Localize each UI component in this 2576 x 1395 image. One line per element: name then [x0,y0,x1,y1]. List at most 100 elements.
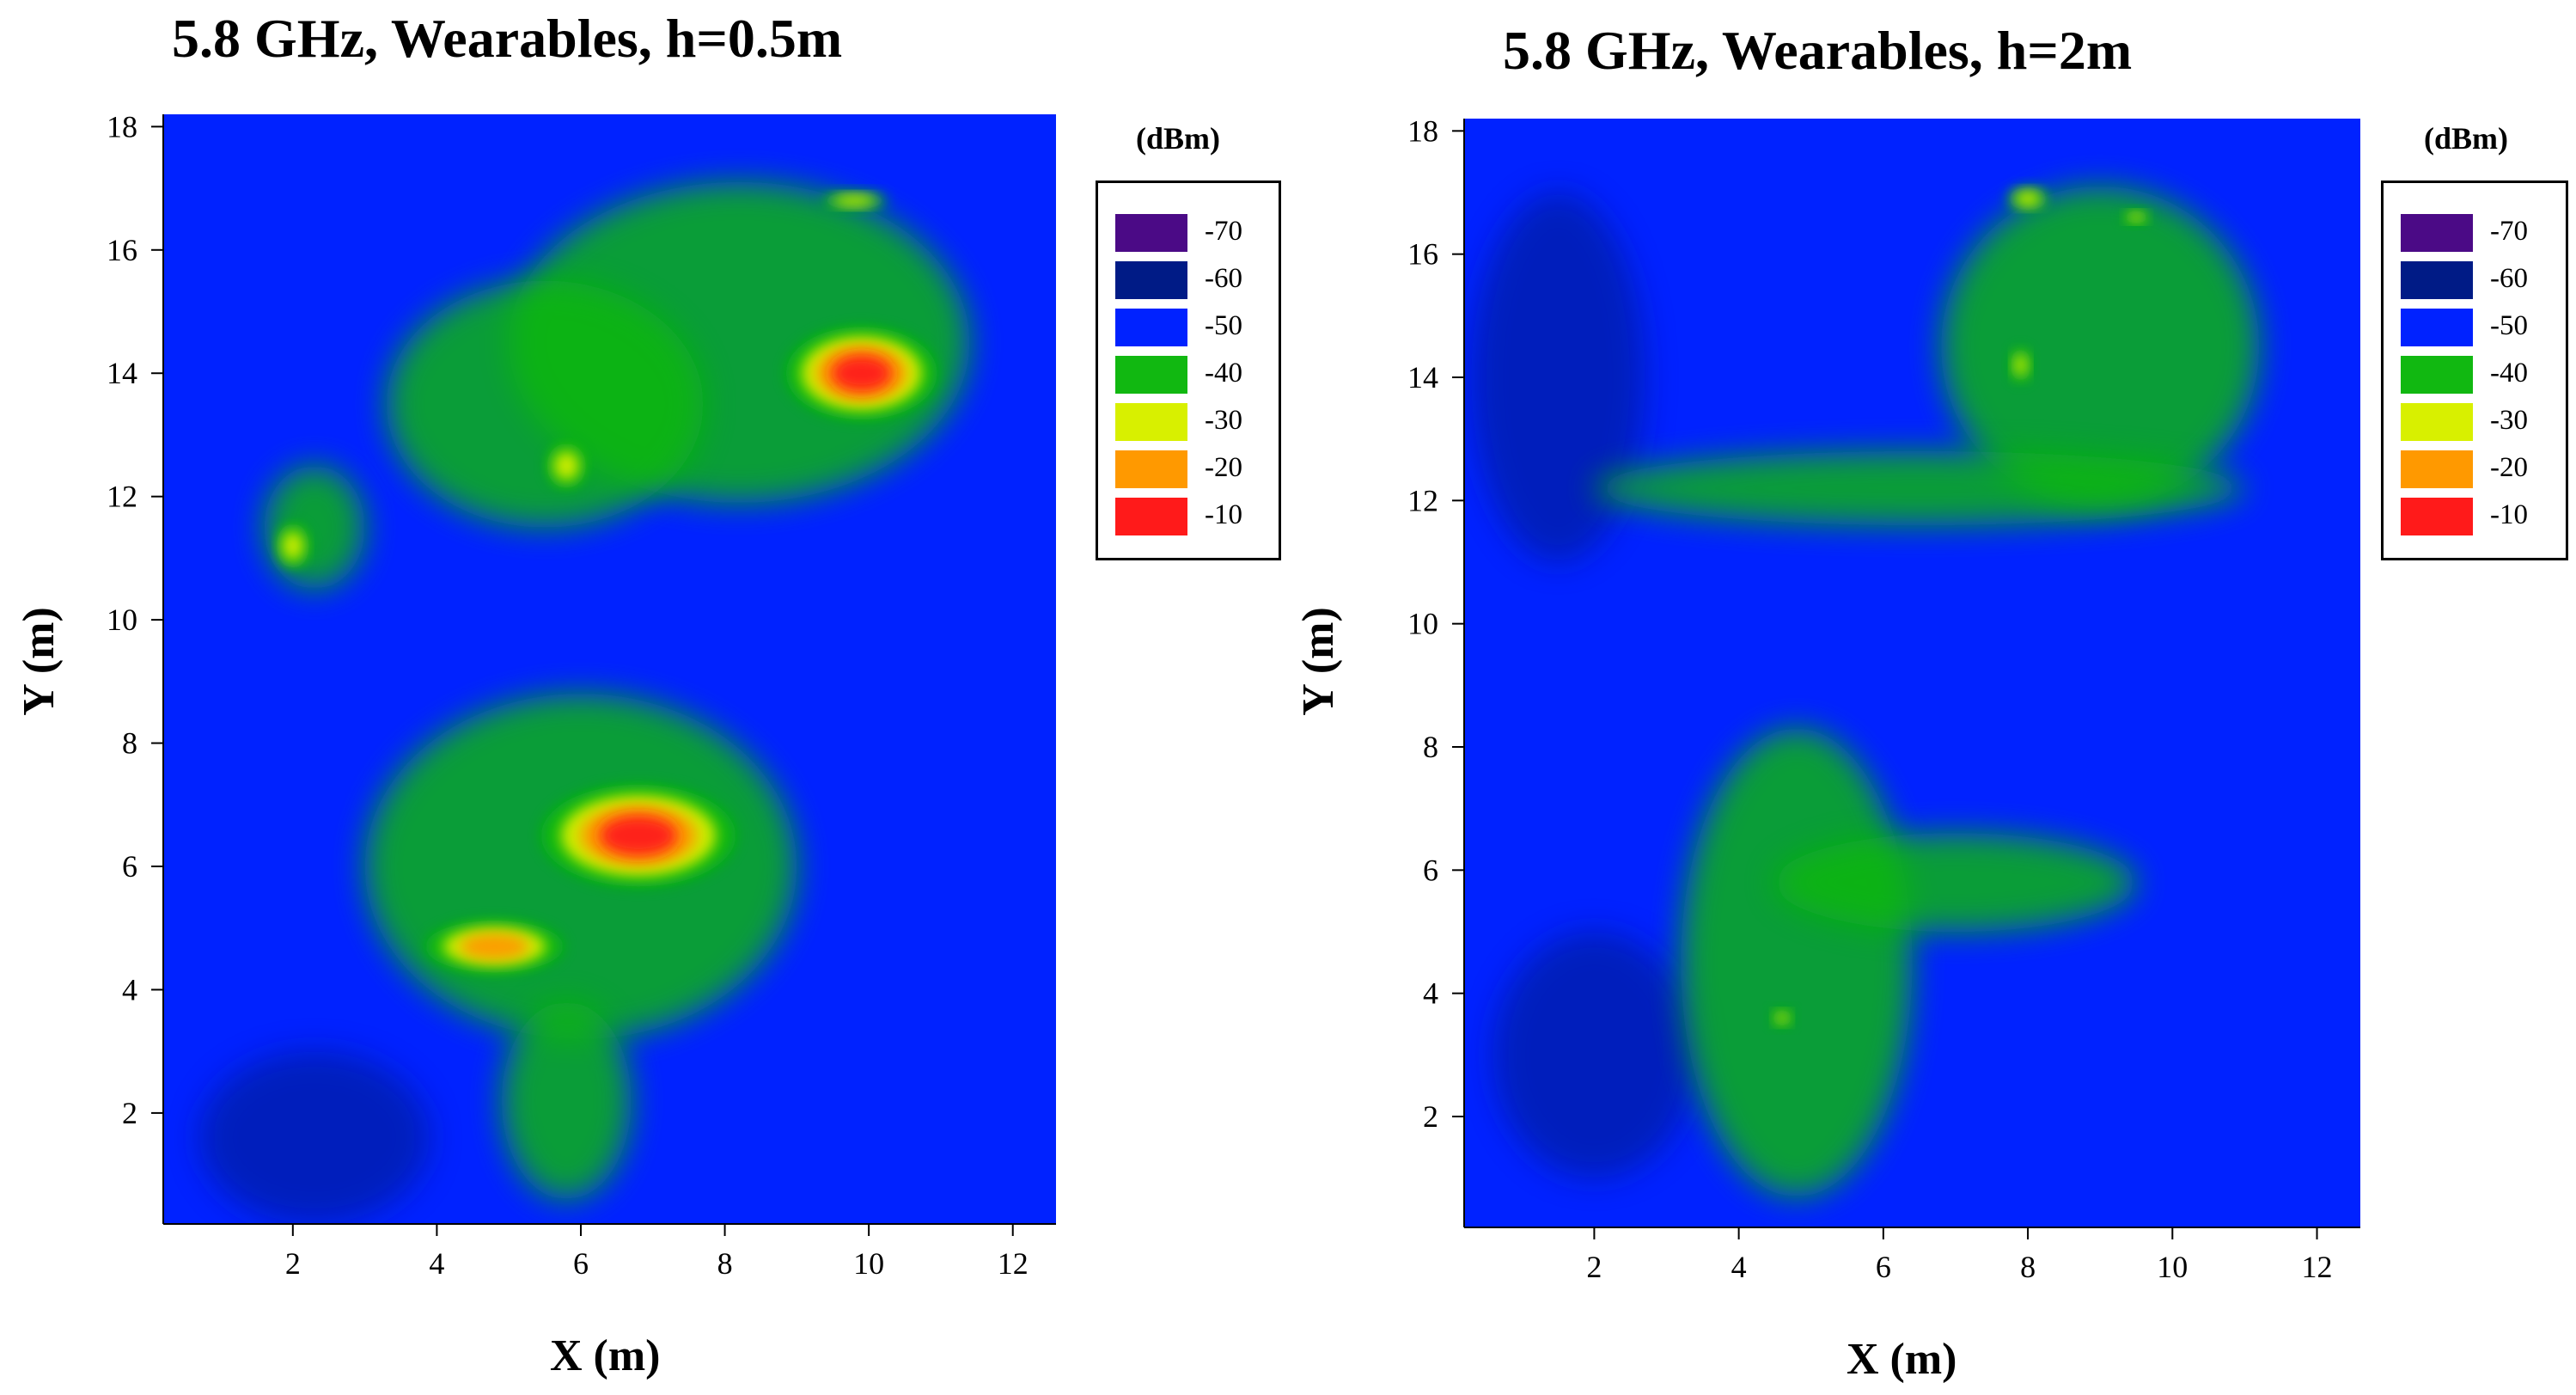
legend-label: -40 [2490,358,2528,389]
y-axis-label: Y (m) [14,607,64,716]
heatmap-plot: 2 4 6 8 10 12 2 4 6 8 10 12 14 16 18 [1407,113,2360,1284]
heatmap-hotspot [831,354,892,392]
y-tick-label: 10 [1407,607,1438,641]
legend-item: -60 [1115,261,1270,299]
y-tick-label: 18 [107,109,137,144]
chart-title: 5.8 GHz, Wearables, h=2m [1503,20,2133,81]
legend-item: -30 [1115,403,1270,441]
legend-label: -70 [1205,216,1242,247]
legend-label: -10 [1205,499,1242,530]
legend-label: -60 [2490,263,2528,294]
y-tick-label: 10 [107,603,137,637]
y-tick-label: 16 [1407,237,1438,272]
y-tick-label: 14 [107,356,137,390]
legend-item: -10 [1115,498,1270,535]
legend-swatch [2401,498,2473,535]
y-tick-label: 4 [1423,976,1438,1011]
legend-item: -50 [2401,309,2555,346]
x-tick-label: 6 [573,1246,589,1281]
x-axis-label: X (m) [1847,1335,1957,1384]
heatmap-plot: 2 4 6 8 10 12 2 4 6 8 10 12 14 16 18 [107,109,1056,1281]
legend-swatch [1115,309,1187,346]
legend-label: -40 [1205,358,1242,389]
x-tick-label: 10 [853,1246,884,1281]
y-tick-label: 8 [1423,730,1438,764]
y-tick-label: 14 [1407,360,1438,395]
x-tick-label: 2 [285,1246,301,1281]
legend-item: -10 [2401,498,2555,535]
legend: -70 -60 -50 -40 -30 -20 -10 [2381,180,2568,560]
legend-item: -70 [1115,214,1270,252]
legend-swatch [2401,214,2473,252]
heatmap-hotspot [2014,191,2042,206]
heatmap-panel-h0-5m: 5.8 GHz, Wearables, h=0.5m 2 4 6 8 10 12 2 4 6 8 1… [14,8,1281,1380]
legend-label: -30 [2490,405,2528,436]
heatmap-hotspot [553,450,580,481]
legend-item: -30 [2401,403,2555,441]
heatmap-hotspot [282,530,304,561]
y-tick-label: 18 [1407,113,1438,148]
heatmap-hotspot [2127,212,2146,222]
y-tick-label: 8 [122,726,137,761]
heatmap-green-region [1681,728,1913,1197]
heatmap-green-region [1941,186,2260,507]
heatmap-dark-region [198,1051,430,1224]
y-tick-label: 12 [1407,483,1438,517]
x-tick-label: 4 [1731,1250,1747,1284]
y-tick-label: 4 [122,972,137,1006]
x-axis-label: X (m) [550,1331,661,1380]
heatmap-panel-h2m: 5.8 GHz, Wearables, h=2m 2 4 6 8 10 12 2 4 6 8 10 1… [1288,0,2576,1395]
heatmap-green-region [1594,451,2245,525]
legend-swatch [2401,403,2473,441]
legend-swatch [1115,403,1187,441]
legend-label: -70 [2490,216,2528,247]
legend-swatch [2401,261,2473,299]
legend-item: -50 [1115,309,1270,346]
heatmap-dark-region [1492,932,1696,1178]
legend-item: -60 [2401,261,2555,299]
legend-swatch [1115,498,1187,535]
x-tick-label: 12 [998,1246,1029,1281]
heatmap-green-region [1774,833,2137,932]
x-tick-label: 4 [429,1246,444,1281]
y-tick-label: 6 [1423,853,1438,887]
legend-label: -10 [2490,499,2528,530]
legend-label: -20 [1205,452,1242,483]
legend-item: -40 [2401,356,2555,394]
x-tick-label: 8 [717,1246,733,1281]
y-tick-label: 12 [107,480,137,514]
legend-item: -40 [1115,356,1270,394]
legend-item: -20 [1115,450,1270,488]
legend-label: -20 [2490,452,2528,483]
legend-title: (dBm) [1136,121,1220,156]
y-tick-label: 2 [122,1096,137,1130]
heatmap-hotspot [833,194,876,206]
heatmap-hotspot [599,815,678,856]
legend-swatch [2401,450,2473,488]
legend-swatch [1115,356,1187,394]
legend-swatch [2401,309,2473,346]
y-axis-label: Y (m) [1293,607,1343,716]
heatmap-hotspot [1775,1012,1789,1024]
heatmap-green-region [501,1001,632,1200]
heatmap-hotspot [2014,353,2028,376]
legend-label: -50 [1205,310,1242,341]
legend-label: -30 [1205,405,1242,436]
y-tick-label: 2 [1423,1099,1438,1134]
legend-swatch [1115,450,1187,488]
x-tick-label: 8 [2020,1250,2036,1284]
legend-swatch [1115,214,1187,252]
chart-title: 5.8 GHz, Wearables, h=0.5m [172,8,843,69]
legend-title: (dBm) [2424,121,2508,156]
heatmap-green-region [386,280,704,528]
heatmap-green-region [264,465,365,590]
legend-label: -50 [2490,310,2528,341]
x-tick-label: 10 [2157,1250,2188,1284]
legend-swatch [1115,261,1187,299]
y-tick-label: 6 [122,849,137,884]
legend-swatch [2401,356,2473,394]
legend-item: -70 [2401,214,2555,252]
heatmap-dark-region [1471,193,1645,562]
legend: -70 -60 -50 -40 -30 -20 -10 [1096,180,1281,560]
heatmap-hotspot [460,933,529,960]
